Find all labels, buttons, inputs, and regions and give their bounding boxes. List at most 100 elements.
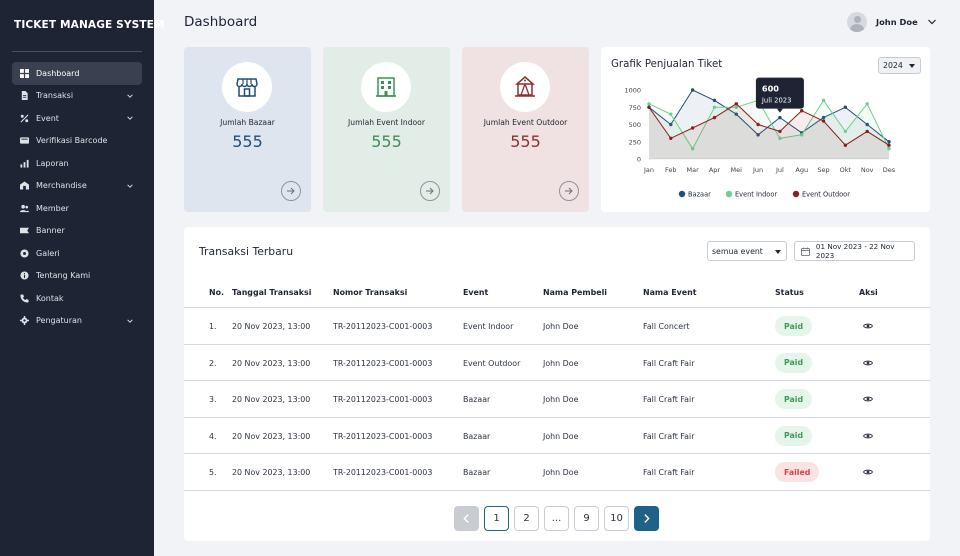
- caret-down-icon: [775, 249, 781, 254]
- chevron-down-icon: [126, 317, 134, 325]
- tooltip-pointer: [776, 108, 783, 113]
- sidebar-item-label: Banner: [36, 226, 65, 236]
- sidebar: TICKET MANAGE SYSTEM Dashboard Transaksi…: [0, 0, 165, 556]
- table-row: 1. 20 Nov 2023, 13:00 TR-20112023-C001-0…: [184, 308, 930, 345]
- banner-icon: [20, 226, 29, 235]
- sidebar-item-tentang-kami[interactable]: Tentang Kami: [12, 265, 142, 288]
- page-button-1[interactable]: 1: [484, 506, 509, 531]
- status-badge: Paid: [775, 316, 813, 336]
- sidebar-item-event[interactable]: Event: [12, 107, 142, 130]
- sidebar-item-dashboard[interactable]: Dashboard: [12, 62, 142, 85]
- data-point: [865, 129, 869, 134]
- sidebar-item-label: Transaksi: [36, 91, 74, 101]
- series-line: [648, 89, 890, 143]
- event-filter-select[interactable]: semua event: [707, 241, 787, 261]
- info-icon: [20, 271, 29, 280]
- column-header-status: Status: [775, 288, 804, 297]
- y-tick-label: 250: [629, 138, 641, 146]
- view-eye-icon[interactable]: [863, 467, 873, 477]
- tooltip-label: Juli 2023: [761, 97, 792, 105]
- data-point: [712, 105, 717, 109]
- page-ellipsis: ...: [544, 506, 569, 531]
- sidebar-item-kontak[interactable]: Kontak: [12, 287, 142, 310]
- user-menu[interactable]: John Doe: [847, 12, 937, 32]
- gallery-icon: [20, 249, 29, 258]
- sidebar-item-laporan[interactable]: Laporan: [12, 152, 142, 175]
- arrow-right-icon: [565, 187, 573, 195]
- arrow-right-button[interactable]: [281, 181, 301, 201]
- view-eye-icon[interactable]: [863, 321, 873, 331]
- divider: [12, 51, 142, 52]
- stat-card-outdoor: Jumlah Event Outdoor 555: [462, 47, 589, 212]
- table-title: Transaksi Terbaru: [199, 245, 294, 258]
- sidebar-item-transaksi[interactable]: Transaksi: [12, 85, 142, 108]
- event-icon: [20, 114, 29, 123]
- data-point: [887, 143, 891, 147]
- user-name: John Doe: [876, 17, 918, 27]
- view-eye-icon[interactable]: [863, 431, 873, 441]
- sidebar-item-label: Event: [36, 113, 59, 123]
- data-point: [690, 88, 695, 92]
- legend-marker: [725, 190, 733, 198]
- sidebar-item-label: Member: [36, 203, 69, 213]
- view-eye-icon[interactable]: [863, 358, 873, 368]
- x-tick-label: Mar: [687, 166, 700, 174]
- status-badge: Paid: [775, 425, 813, 446]
- cell-date: 20 Nov 2023, 13:00: [232, 395, 311, 404]
- chevron-left-icon: [463, 514, 469, 523]
- arrow-right-button[interactable]: [559, 181, 579, 201]
- y-tick-label: 750: [629, 104, 641, 112]
- data-point: [800, 133, 804, 137]
- page-title: Dashboard: [184, 14, 258, 30]
- data-point: [843, 105, 848, 109]
- x-tick-label: Des: [883, 166, 896, 174]
- cell-date: 20 Nov 2023, 13:00: [232, 358, 311, 368]
- view-eye-icon[interactable]: [863, 394, 873, 404]
- table-row: 2. 20 Nov 2023, 13:00 TR-20112023-C001-0…: [184, 345, 930, 381]
- cell-event: Event Outdoor: [463, 358, 521, 368]
- cell-number: TR-20112023-C001-0003: [333, 322, 433, 331]
- sidebar-item-pengaturan[interactable]: Pengaturan: [12, 310, 142, 333]
- data-point: [843, 143, 848, 147]
- calendar-icon: [801, 246, 810, 256]
- year-select[interactable]: 2024: [878, 57, 921, 74]
- sidebar-nav: Dashboard Transaksi Event Verifikasi Bar…: [12, 62, 142, 332]
- table-row: 4. 20 Nov 2023, 13:00 TR-20112023-C001-0…: [184, 418, 930, 454]
- tooltip-value: 600: [762, 84, 779, 94]
- column-header-no: No.: [209, 288, 225, 297]
- sidebar-item-verifikasi-barcode[interactable]: Verifikasi Barcode: [12, 130, 142, 153]
- prev-page-button[interactable]: [454, 506, 479, 531]
- cell-event-name: Fall Concert: [643, 322, 690, 331]
- page-button-9[interactable]: 9: [574, 506, 599, 531]
- data-point: [887, 146, 891, 151]
- sidebar-item-label: Galeri: [36, 248, 60, 258]
- outdoor-tent-icon: [500, 62, 550, 112]
- date-range-picker[interactable]: 01 Nov 2023 - 22 Nov 2023: [794, 241, 915, 261]
- sidebar-item-member[interactable]: Member: [12, 197, 142, 220]
- stat-value: 555: [232, 132, 263, 151]
- legend-label: Event Outdoor: [802, 191, 850, 199]
- sidebar-item-galeri[interactable]: Galeri: [12, 242, 142, 265]
- data-point: [821, 119, 826, 123]
- chart-title: Grafik Penjualan Tiket: [611, 59, 723, 70]
- page-button-2[interactable]: 2: [514, 506, 539, 531]
- sidebar-item-banner[interactable]: Banner: [12, 220, 142, 243]
- data-point: [800, 109, 804, 113]
- data-point: [756, 133, 760, 137]
- date-range-value: 01 Nov 2023 - 22 Nov 2023: [815, 242, 895, 260]
- data-point: [756, 122, 760, 127]
- page-button-10[interactable]: 10: [604, 506, 629, 531]
- barcode-icon: [20, 136, 29, 145]
- column-header-action: Aksi: [859, 288, 878, 297]
- column-header-number: Nomor Transaksi: [333, 288, 408, 297]
- sidebar-item-merchandise[interactable]: Merchandise: [12, 175, 142, 198]
- table-header: No. Tanggal Transaksi Nomor Transaksi Ev…: [184, 279, 930, 308]
- arrow-right-button[interactable]: [420, 181, 440, 201]
- next-page-button[interactable]: [634, 506, 659, 531]
- x-tick-label: Apr: [709, 166, 721, 174]
- event-filter-value: semua event: [712, 246, 763, 256]
- arrow-right-icon: [287, 187, 295, 195]
- file-icon: [20, 91, 29, 101]
- year-select-value: 2024: [883, 61, 903, 70]
- store-icon: [222, 62, 272, 112]
